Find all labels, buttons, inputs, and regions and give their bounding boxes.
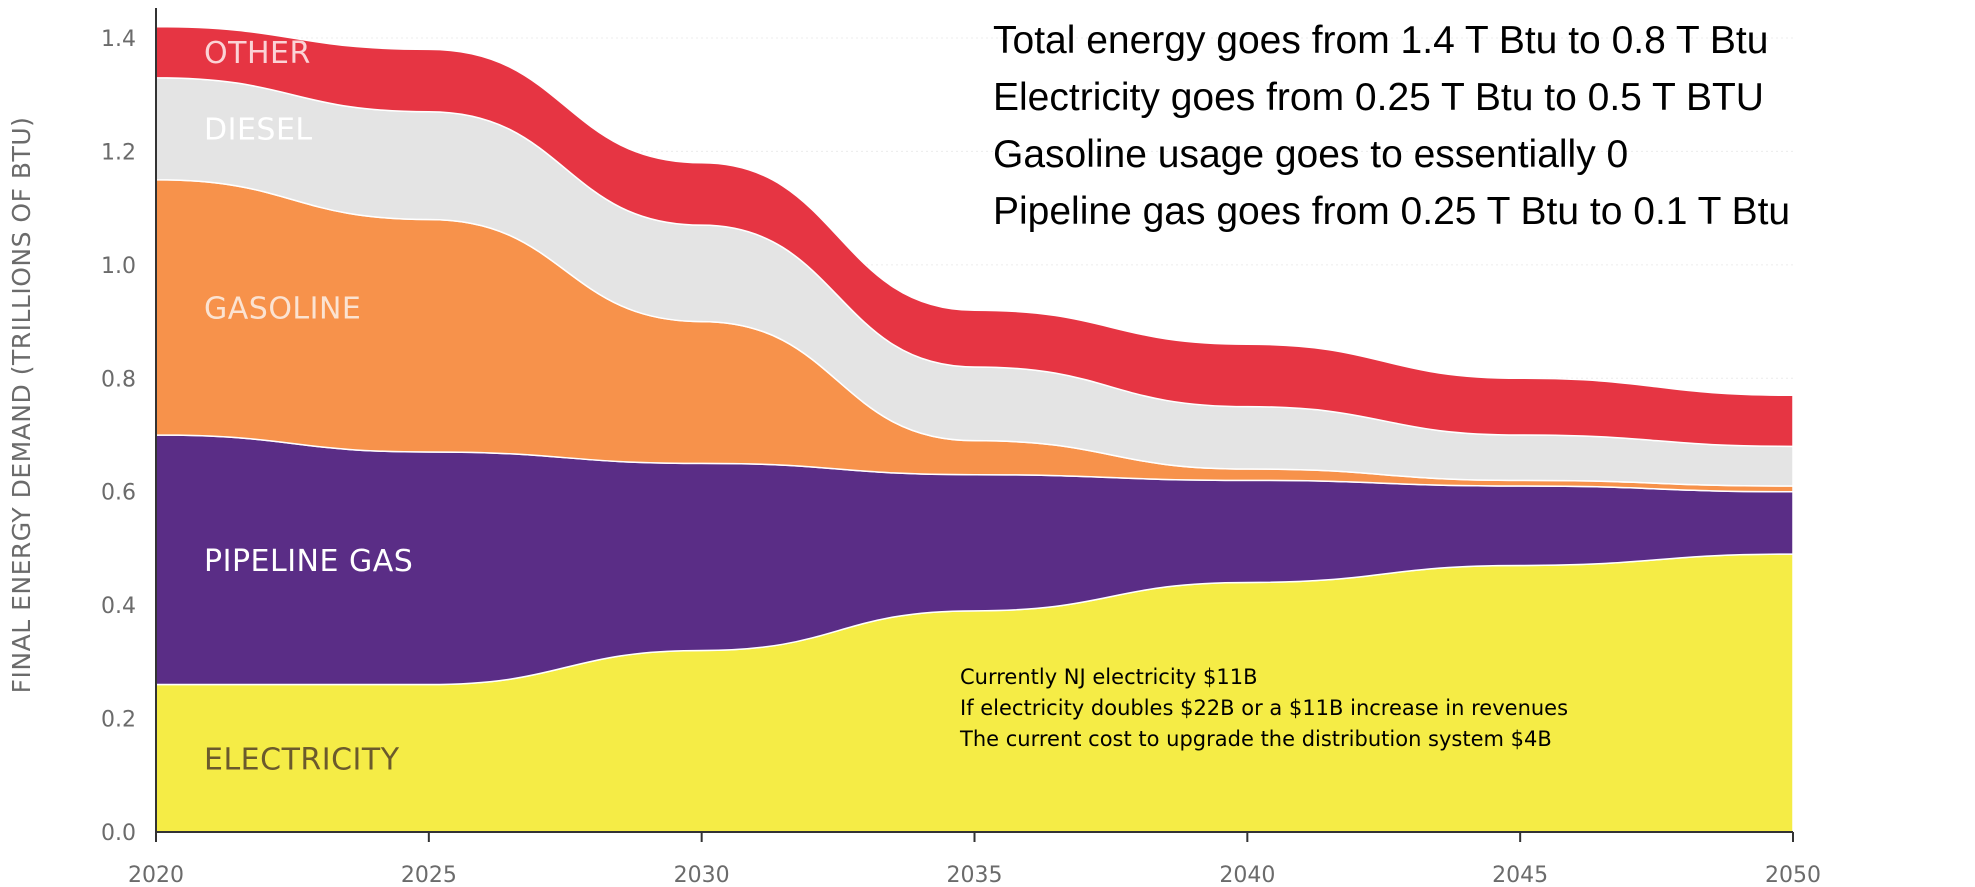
y-tick-label-0.6: 0.6 [101,481,136,506]
x-tick-label-2030: 2030 [674,863,730,887]
series-labels: ELECTRICITY PIPELINE GAS GASOLINE DIESEL OTH… [204,36,413,777]
series-label-electricity: ELECTRICITY [204,742,400,777]
series-label-other: OTHER [204,36,311,71]
annotation-total-energy: Total energy goes from 1.4 T Btu to 0.8 … [993,19,1769,62]
x-tick-label-2045: 2045 [1492,863,1548,887]
area-other [155,25,1794,448]
y-tick-label-0.4: 0.4 [101,594,136,619]
y-tick-label-1.4: 1.4 [101,27,136,52]
y-tick-label-0.0: 0.0 [101,821,136,846]
x-tick-label-2050: 2050 [1765,863,1821,887]
note-electricity-doubles: If electricity doubles $22B or a $11B in… [960,696,1569,720]
tick-labels: 2020 2025 2030 2035 2040 2045 2050 0.0 0.2 0.4 0.6… [101,27,1821,887]
revenue-notes: Currently NJ electricity $11B If electri… [960,662,1568,755]
series-label-pipeline-gas: PIPELINE GAS [204,544,413,579]
axes [155,8,1794,842]
y-tick-label-0.8: 0.8 [101,367,136,392]
series-areas [155,25,1794,833]
x-tick-label-2020: 2020 [128,863,184,887]
x-tick-label-2040: 2040 [1219,863,1275,887]
annotation-electricity: Electricity goes from 0.25 T Btu to 0.5 … [993,76,1764,119]
x-tick-label-2035: 2035 [947,863,1003,887]
summary-annotations: Total energy goes from 1.4 T Btu to 0.8 … [993,12,1790,240]
series-label-gasoline: GASOLINE [204,291,361,326]
y-tick-label-0.2: 0.2 [101,708,136,733]
annotation-pipeline-gas: Pipeline gas goes from 0.25 T Btu to 0.1… [993,190,1791,233]
y-tick-label-1.2: 1.2 [101,140,136,165]
annotation-gasoline: Gasoline usage goes to essentially 0 [993,133,1629,176]
note-current-electricity: Currently NJ electricity $11B [960,665,1258,689]
y-tick-label-1.0: 1.0 [101,254,136,279]
x-tick-label-2025: 2025 [401,863,457,887]
note-upgrade-cost: The current cost to upgrade the distribu… [960,727,1552,751]
y-axis-title: FINAL ENERGY DEMAND (TRILLIONS OF BTU) [7,117,36,694]
series-label-diesel: DIESEL [204,113,313,148]
